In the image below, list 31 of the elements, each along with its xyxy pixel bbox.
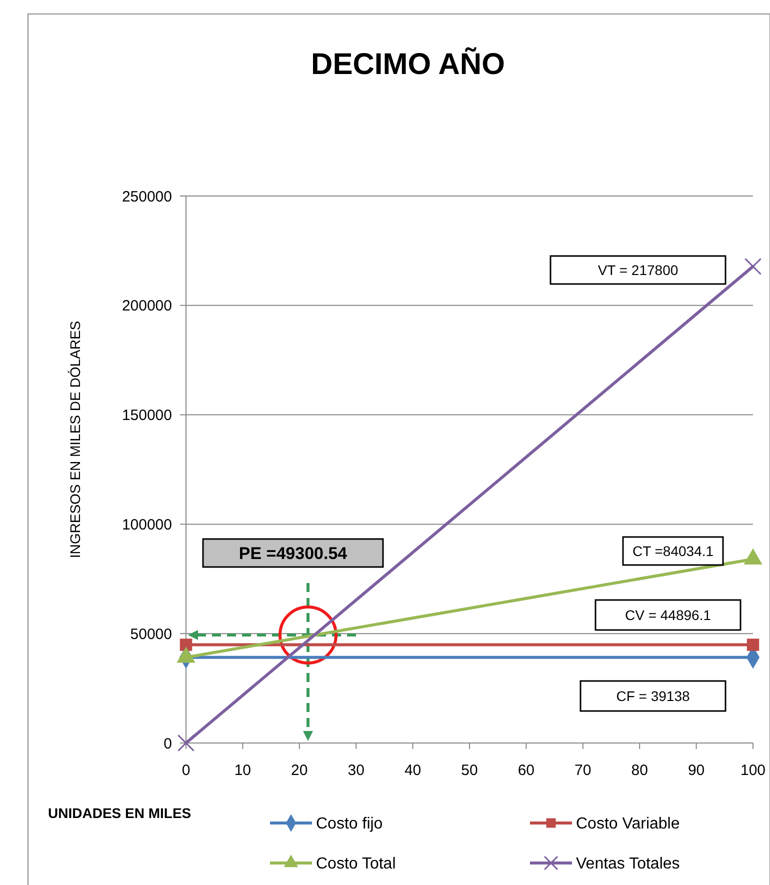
y-tick-label: 100000: [122, 516, 172, 534]
y-tick-label: 200000: [122, 298, 172, 315]
legend-label: Costo fijo: [316, 816, 383, 833]
x-tick-label: 90: [688, 762, 705, 779]
annotation: PE =49300.54: [238, 544, 348, 563]
y-tick-label: 150000: [122, 407, 172, 424]
x-tick-label: 0: [182, 762, 190, 779]
x-tick-label: 20: [291, 762, 308, 779]
legend-label: Costo Total: [316, 856, 396, 873]
y-tick-label: 0: [164, 735, 172, 752]
x-tick-label: 70: [574, 762, 592, 779]
chart-title: DECIMO AÑO: [311, 47, 505, 81]
annotation: CV = 44896.1: [624, 606, 712, 623]
x-tick-label: 60: [518, 762, 535, 779]
x-tick-label: 80: [631, 762, 648, 779]
x-tick-label: 30: [348, 762, 364, 779]
y-axis-title: INGRESOS EN MILES DE DÓLARES: [67, 320, 83, 558]
y-tick-label: 50000: [130, 626, 172, 643]
point: [177, 734, 195, 752]
legend-label: Ventas Totales: [576, 856, 680, 873]
point: [744, 258, 762, 275]
x-tick-label: 40: [404, 762, 422, 779]
x-tick-label: 50: [461, 762, 478, 779]
annotation: VT = 217800: [598, 262, 678, 278]
x-tick-label: 10: [234, 762, 252, 779]
x-tick-label: 100: [740, 762, 766, 779]
annotation: CT =84034.1: [632, 542, 714, 559]
x-axis-title: UNIDADES EN MILES: [48, 805, 192, 821]
annotation: CF = 39138: [616, 688, 690, 704]
legend-label: Costo Variable: [576, 816, 680, 833]
y-tick-label: 250000: [122, 188, 172, 206]
